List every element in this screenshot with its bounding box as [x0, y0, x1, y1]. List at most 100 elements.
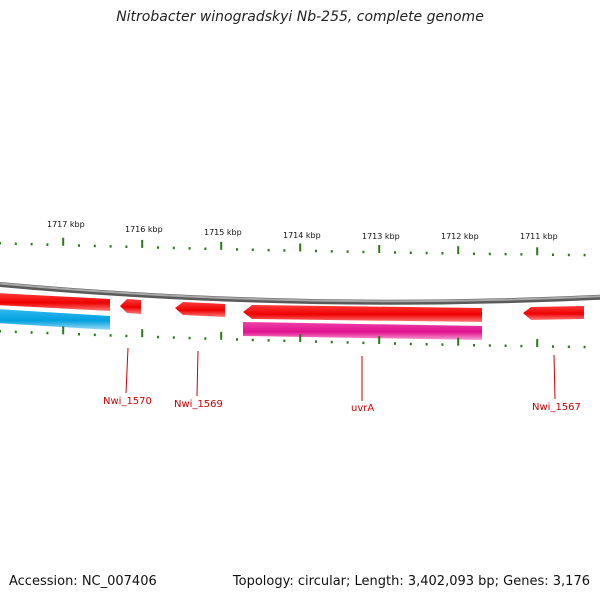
outer-tick-minor: [283, 249, 286, 252]
outer-tick-minor: [0, 242, 1, 245]
inner-tick-minor: [583, 345, 586, 349]
outer-tick-major: [457, 246, 460, 255]
outer-tick-minor: [78, 244, 80, 247]
outer-tick-minor: [362, 250, 365, 254]
inner-tick-minor: [520, 344, 523, 348]
inner-tick-minor: [552, 345, 554, 348]
outer-tick-major: [536, 247, 539, 256]
outer-tick-minor: [488, 252, 491, 256]
inner-tick-major: [457, 337, 460, 346]
kbp-label-1713: 1713 kbp: [362, 232, 400, 241]
outer-tick-minor: [409, 251, 412, 254]
outer-tick-minor: [236, 248, 238, 251]
outer-tick-minor: [504, 252, 507, 256]
gene-labels: Nwi_1570 Nwi_1569 uvrA Nwi_1567: [103, 396, 581, 414]
inner-tick-minor: [236, 338, 238, 341]
gene-feature-nwi-1567[interactable]: [523, 306, 584, 320]
outer-tick-minor: [520, 253, 523, 256]
kbp-label-1714: 1714 kbp: [283, 231, 321, 240]
gene-label-leaders: [125, 347, 556, 401]
inner-tick-minor: [251, 338, 254, 342]
gene-label-uvra[interactable]: uvrA: [351, 403, 374, 414]
inner-tick-minor: [504, 344, 507, 347]
outer-tick-minor: [188, 247, 191, 250]
gene-feature-reverse-magenta[interactable]: [243, 322, 482, 340]
inner-tick-minor: [14, 330, 17, 334]
inner-tick-minor: [330, 340, 333, 344]
accession-text: Accession: NC_007406: [9, 574, 157, 589]
outer-tick-major: [141, 239, 144, 248]
outer-tick-minor: [473, 252, 475, 255]
forward-strand-genes: [0, 293, 584, 322]
leader-line-nwi-1570: [125, 347, 129, 394]
gene-feature-nwi-1569[interactable]: [175, 302, 225, 317]
inner-tick-major: [378, 336, 381, 344]
inner-tick-minor: [204, 337, 207, 340]
outer-tick-minor: [30, 242, 33, 246]
inner-tick-minor: [188, 336, 191, 340]
kbp-label-1711: 1711 kbp: [520, 232, 558, 241]
outer-tick-minor: [346, 250, 349, 253]
outer-tick-major: [299, 243, 302, 252]
outer-tick-minor: [441, 252, 444, 255]
outer-tick-minor: [425, 251, 428, 255]
inner-tick-minor: [109, 334, 112, 337]
gene-label-nwi-1569[interactable]: Nwi_1569: [174, 399, 223, 410]
outer-tick-minor: [394, 251, 396, 254]
inner-tick-minor: [157, 335, 159, 339]
kbp-label-1717: 1717 kbp: [47, 220, 85, 229]
outer-tick-minor: [14, 242, 17, 245]
gene-feature-uvra[interactable]: [243, 305, 482, 322]
inner-tick-minor: [473, 344, 475, 347]
inner-tick-major: [141, 329, 144, 338]
genome-summary-text: Topology: circular; Length: 3,402,093 bp…: [232, 574, 590, 589]
gene-label-nwi-1567[interactable]: Nwi_1567: [532, 402, 581, 413]
outer-tick-major: [62, 237, 65, 246]
outer-tick-minor: [93, 244, 96, 248]
outer-tick-minor: [204, 247, 207, 250]
outer-tick-major: [378, 245, 381, 253]
inner-tick-minor: [172, 336, 175, 339]
inner-tick-minor: [441, 343, 444, 346]
leader-line-nwi-1567: [553, 354, 556, 400]
inner-tick-minor: [394, 342, 396, 345]
outer-tick-minor: [552, 253, 554, 256]
outer-tick-minor: [125, 245, 128, 248]
inner-tick-minor: [409, 342, 412, 346]
inner-tick-minor: [30, 331, 33, 334]
gene-feature-nwi-1571[interactable]: [0, 293, 110, 311]
inner-tick-minor: [315, 340, 317, 343]
inner-tick-minor: [78, 333, 80, 336]
inner-tick-major: [62, 326, 65, 335]
outer-tick-minor: [330, 250, 333, 253]
inner-tick-major: [536, 339, 539, 348]
genome-backbone-highlight: [0, 282, 600, 303]
inner-tick-minor: [567, 345, 570, 349]
outer-tick-minor: [157, 246, 159, 249]
outer-tick-minor: [315, 249, 317, 253]
inner-tick-row: [0, 326, 586, 349]
gene-feature-reverse-cyan[interactable]: [0, 309, 110, 330]
inner-tick-minor: [425, 343, 428, 346]
inner-tick-major: [299, 334, 302, 342]
outer-tick-minor: [567, 253, 570, 257]
outer-tick-minor: [46, 243, 49, 246]
inner-tick-minor: [0, 330, 1, 333]
inner-tick-minor: [488, 344, 491, 347]
inner-tick-minor: [362, 341, 365, 345]
outer-tick-minor: [583, 253, 586, 257]
gene-feature-nwi-1570[interactable]: [120, 299, 141, 314]
inner-tick-major: [220, 331, 223, 340]
map-title: Nitrobacter winogradskyi Nb-255, complet…: [116, 9, 484, 25]
inner-tick-minor: [346, 341, 349, 344]
outer-tick-minor: [109, 245, 112, 248]
outer-tick-row: [0, 237, 586, 257]
inner-tick-minor: [93, 333, 96, 337]
kbp-label-1716: 1716 kbp: [125, 225, 163, 234]
outer-tick-minor: [172, 246, 175, 250]
gene-label-nwi-1570[interactable]: Nwi_1570: [103, 396, 152, 407]
inner-tick-minor: [283, 339, 286, 343]
inner-tick-minor: [46, 331, 49, 335]
